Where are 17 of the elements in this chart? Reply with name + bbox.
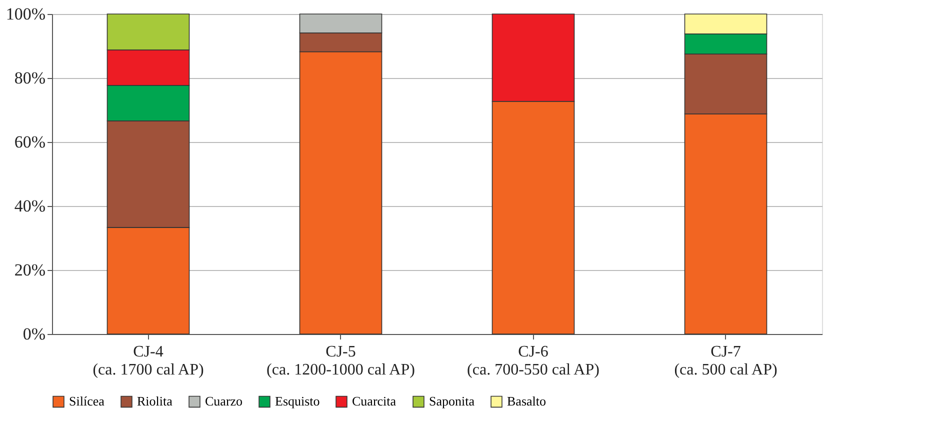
legend-label: Cuarzo: [205, 394, 243, 409]
y-tick-label: 20%: [14, 260, 46, 280]
legend-label: Esquisto: [275, 394, 320, 409]
x-tick-label: CJ-5 (ca. 1200-1000 cal AP): [266, 344, 415, 378]
legend-label: Riolita: [137, 394, 173, 409]
x-tick-label: CJ-7 (ca. 500 cal AP): [674, 344, 778, 378]
x-tick-label: CJ-6 (ca. 700-550 cal AP): [467, 344, 600, 378]
legend-label: Silícea: [69, 394, 105, 409]
legend-label: Saponita: [429, 394, 475, 409]
y-tick-label: 100%: [6, 4, 46, 24]
y-tick-label: 0%: [22, 324, 46, 344]
y-tick-label: 40%: [14, 196, 46, 216]
y-tick-label: 60%: [14, 132, 46, 152]
y-tick-label: 80%: [14, 68, 46, 88]
x-tick-label: CJ-4 (ca. 1700 cal AP): [92, 344, 204, 378]
legend-label: Basalto: [507, 394, 546, 409]
legend-label: Cuarcita: [352, 394, 396, 409]
